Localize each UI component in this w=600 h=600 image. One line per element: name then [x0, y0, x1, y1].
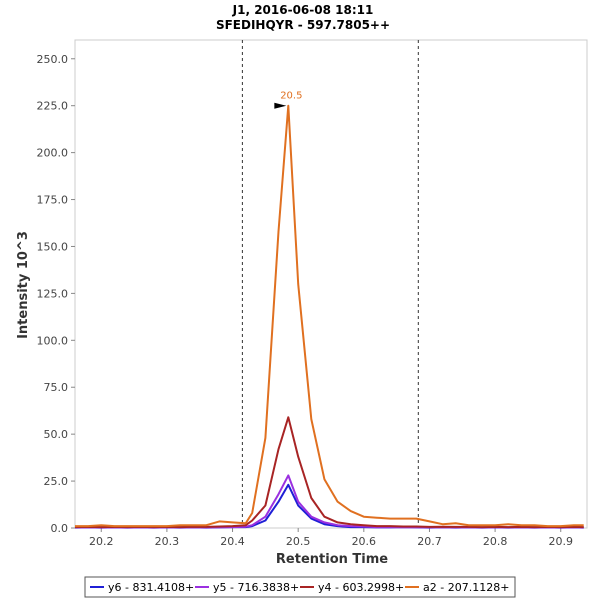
x-tick-label: 20.6 [352, 535, 377, 548]
y-axis-label: Intensity 10^3 [16, 231, 31, 339]
y-tick-label: 200.0 [37, 147, 69, 160]
x-tick-label: 20.9 [548, 535, 573, 548]
x-axis: 20.2 20.3 20.4 20.5 20.6 20.7 20.8 20.9 [89, 528, 573, 548]
y-tick-label: 0.0 [51, 522, 69, 535]
y-tick-label: 75.0 [44, 381, 69, 394]
series-layer [74, 104, 584, 529]
peak-label: 20.5 [280, 91, 302, 102]
y-tick-label: 250.0 [37, 53, 69, 66]
x-tick-label: 20.8 [483, 535, 508, 548]
y-tick-label: 125.0 [37, 287, 69, 300]
x-tick-label: 20.7 [417, 535, 442, 548]
legend-label: y4 - 603.2998+ [318, 581, 404, 594]
series-line-4 [75, 104, 584, 528]
y-tick-label: 150.0 [37, 240, 69, 253]
legend: y6 - 831.4108+ y5 - 716.3838+ y4 - 603.299… [90, 581, 509, 594]
legend-label: y6 - 831.4108+ [108, 581, 194, 594]
x-tick-label: 20.4 [220, 535, 245, 548]
y-tick-label: 100.0 [37, 334, 69, 347]
y-tick-label: 50.0 [44, 428, 69, 441]
x-tick-label: 20.2 [89, 535, 114, 548]
x-tick-label: 20.5 [286, 535, 311, 548]
x-axis-label: Retention Time [276, 552, 388, 567]
chart-title: J1, 2016-06-08 18:11 [232, 3, 374, 17]
x-tick-label: 20.3 [155, 535, 180, 548]
y-tick-label: 25.0 [44, 475, 69, 488]
legend-label: y5 - 716.3838+ [213, 581, 299, 594]
plot-area [74, 39, 588, 529]
peak-annotation: 20.5 [274, 91, 302, 109]
y-axis: 0.0 25.0 50.0 75.0 100.0 125.0 150.0 175.0 200.0… [37, 53, 75, 535]
chart-subtitle: SFEDIHQYR - 597.7805++ [216, 18, 390, 32]
y-tick-label: 175.0 [37, 194, 69, 207]
legend-label: a2 - 207.1128+ [423, 581, 509, 594]
y-tick-label: 225.0 [37, 100, 69, 113]
peak-marker-icon [274, 102, 287, 109]
